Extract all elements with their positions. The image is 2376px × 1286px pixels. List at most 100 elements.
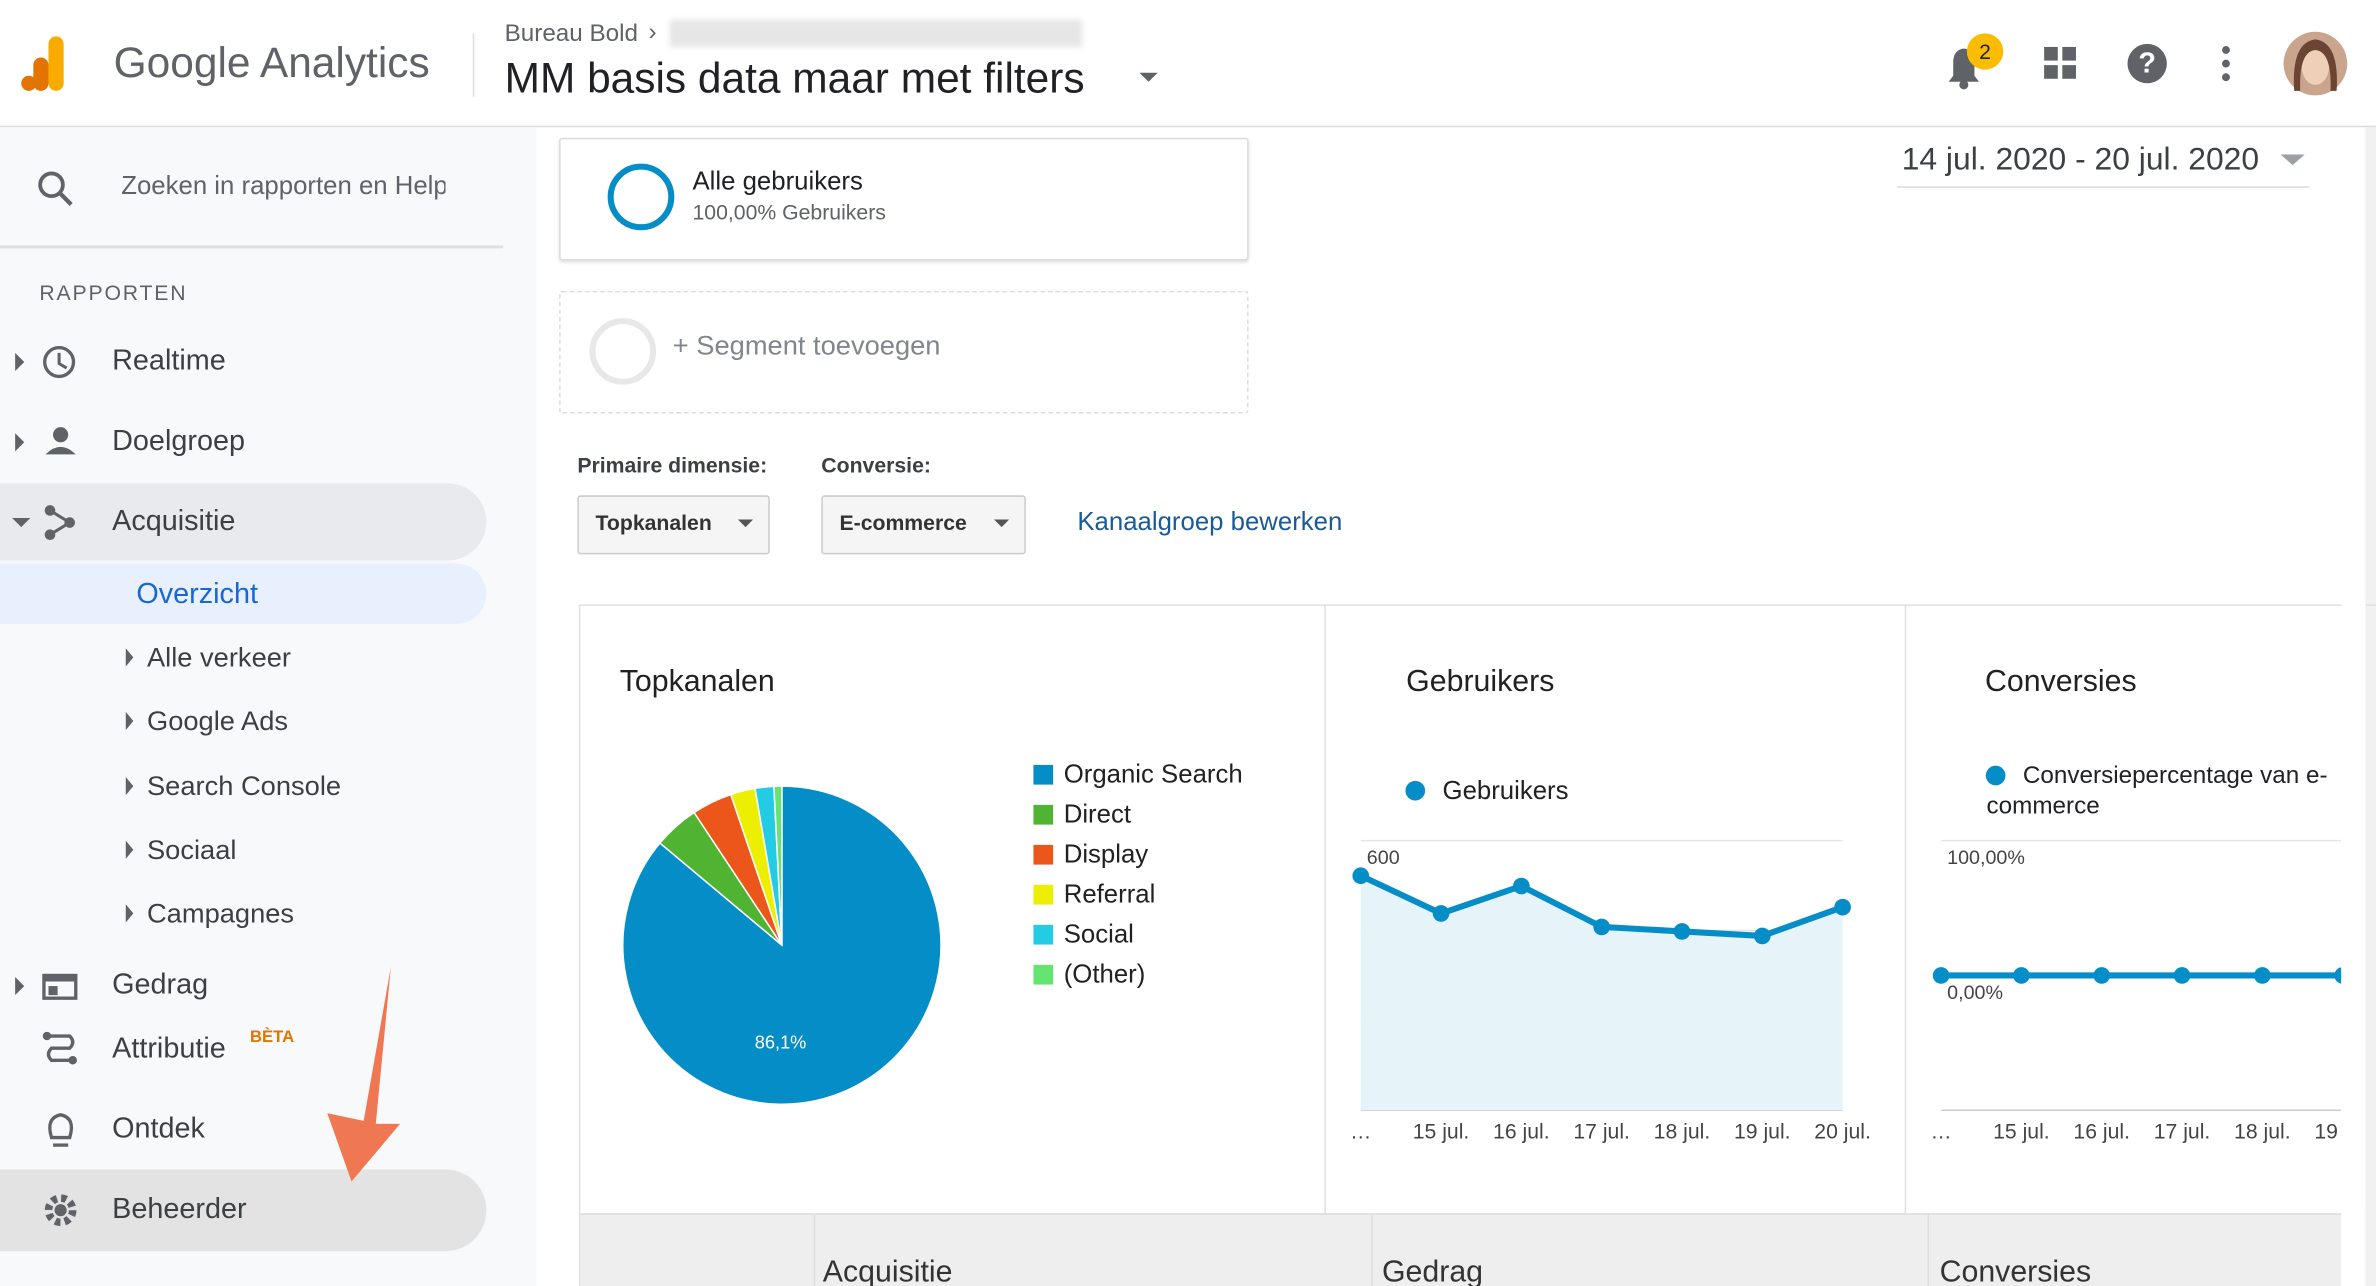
edit-link[interactable]: Kanaalgroep bewerken: [1077, 507, 1343, 537]
legend-label: Display: [1064, 840, 1149, 868]
y-tick-label: 600: [1367, 847, 1400, 869]
product-name: Google Analytics: [113, 39, 430, 87]
chart-title: Topkanalen: [620, 665, 775, 698]
beta-badge: BÈTA: [250, 1028, 295, 1047]
legend-swatch: [1033, 924, 1054, 945]
conversion-select[interactable]: [821, 495, 1026, 555]
nav-item[interactable]: Attributie: [112, 1033, 226, 1065]
subnav-item[interactable]: Sociaal: [146, 834, 237, 865]
point: [2093, 967, 2111, 984]
divider: [1927, 1214, 1929, 1286]
table-group: Gedrag: [1381, 1255, 1484, 1286]
avatar[interactable]: [2282, 30, 2349, 97]
point: [2013, 967, 2030, 984]
apps-icon[interactable]: [2043, 45, 2079, 81]
breadcrumb[interactable]: Bureau Bold: [504, 21, 639, 47]
search-icon: [38, 171, 73, 206]
blurred-account: [669, 19, 1082, 47]
date-range[interactable]: 14 jul. 2020 - 20 jul. 2020: [1901, 142, 2260, 178]
point: [2173, 967, 2191, 984]
nav-item[interactable]: Realtime: [112, 345, 226, 378]
x-tick-label: …: [1930, 1121, 1951, 1144]
point: [2334, 967, 2342, 984]
nav-item[interactable]: Gedrag: [112, 969, 209, 1002]
x-tick-label: 15 jul.: [1413, 1121, 1470, 1144]
divider: [1324, 604, 1326, 1214]
divider: [813, 1214, 816, 1286]
more-icon[interactable]: [2218, 45, 2233, 84]
legend-label: Social: [1064, 920, 1134, 948]
subnav-active-bg: [0, 563, 487, 625]
point: [1593, 918, 1611, 936]
divider: [0, 245, 504, 249]
point: [1432, 905, 1450, 922]
point: [1753, 927, 1771, 945]
dimension-select[interactable]: [577, 495, 770, 555]
chart-title: Conversies: [1985, 665, 2137, 698]
table-group: Acquisitie: [822, 1255, 953, 1286]
nav-item[interactable]: Doelgroep: [112, 425, 245, 458]
add-segment-card[interactable]: [559, 290, 1249, 414]
pie-slice: [773, 785, 783, 946]
subnav-item[interactable]: Alle verkeer: [146, 642, 292, 673]
segment-ring: [607, 163, 675, 231]
subnav-item[interactable]: Google Ads: [146, 705, 289, 737]
scrollbar: [2365, 127, 2376, 1286]
legend-label: Referral: [1064, 880, 1156, 908]
add-segment[interactable]: + Segment toevoegen: [672, 330, 941, 361]
y-tick-label: 0,00%: [1947, 982, 2003, 1004]
legend-swatch: [1033, 764, 1054, 785]
x-tick-label: 19 jul.: [2314, 1121, 2341, 1144]
chart-panel: [578, 604, 2376, 1286]
conversion-label: Conversie:: [821, 452, 931, 478]
legend-label: Organic Search: [1064, 760, 1243, 788]
nav-item[interactable]: Ontdek: [112, 1113, 205, 1146]
subnav-item[interactable]: Search Console: [146, 770, 342, 802]
dropdown-arrow: [737, 519, 754, 528]
x-tick-label: 18 jul.: [1654, 1121, 1711, 1144]
chevron: ›: [648, 19, 657, 46]
x-tick-label: 20 jul.: [1814, 1121, 1871, 1144]
segment-sub: 100,00% Gebruikers: [692, 199, 886, 225]
segment-name: Alle gebruikers: [692, 166, 863, 196]
notification-badge: 2: [1966, 33, 2004, 70]
legend-swatch: [1033, 964, 1054, 985]
subnav-item[interactable]: Campagnes: [146, 898, 295, 929]
view-selector[interactable]: MM basis data maar met filters: [504, 54, 1085, 102]
date-underline: [1897, 186, 2310, 188]
nav-hover-bg: [0, 1169, 487, 1252]
legend-swatch: [1033, 804, 1054, 825]
annotation-arrow: [327, 966, 401, 1182]
point: [1673, 923, 1691, 940]
point: [1513, 877, 1530, 895]
y-tick-label: 100,00%: [1947, 847, 2025, 869]
legend-label: Conversiepercentage van e-commerce: [1986, 763, 2328, 820]
legend-swatch: [1033, 844, 1054, 865]
x-tick-label: 16 jul.: [1493, 1121, 1550, 1144]
x-tick-label: 15 jul.: [1993, 1121, 2050, 1144]
nav-item[interactable]: Acquisitie: [112, 505, 236, 538]
legend-dot: [1985, 765, 2006, 786]
legend-label: Gebruikers: [1443, 777, 1569, 805]
divider: [1904, 604, 1907, 1214]
divider: [1371, 1214, 1373, 1286]
nav-active-bg: [0, 483, 487, 561]
subnav-item[interactable]: Overzicht: [136, 578, 258, 611]
point: [1352, 867, 1370, 885]
search-input[interactable]: Zoeken in rapporten en Help: [121, 171, 446, 200]
x-tick-label: 18 jul.: [2234, 1121, 2291, 1144]
point: [1834, 898, 1851, 916]
legend-label: Direct: [1064, 800, 1131, 828]
add-segment-ring: [589, 318, 657, 385]
conversion-value: E-commerce: [839, 510, 967, 535]
dropdown-arrow: [994, 519, 1010, 528]
legend-dot: [1405, 780, 1426, 801]
help-icon[interactable]: ?: [2126, 42, 2168, 84]
nav-item[interactable]: Beheerder: [112, 1193, 247, 1226]
section-label: RAPPORTEN: [39, 280, 188, 305]
table-header: [580, 1213, 2342, 1286]
point: [1932, 967, 1950, 984]
dimension-label: Primaire dimensie:: [577, 452, 768, 478]
